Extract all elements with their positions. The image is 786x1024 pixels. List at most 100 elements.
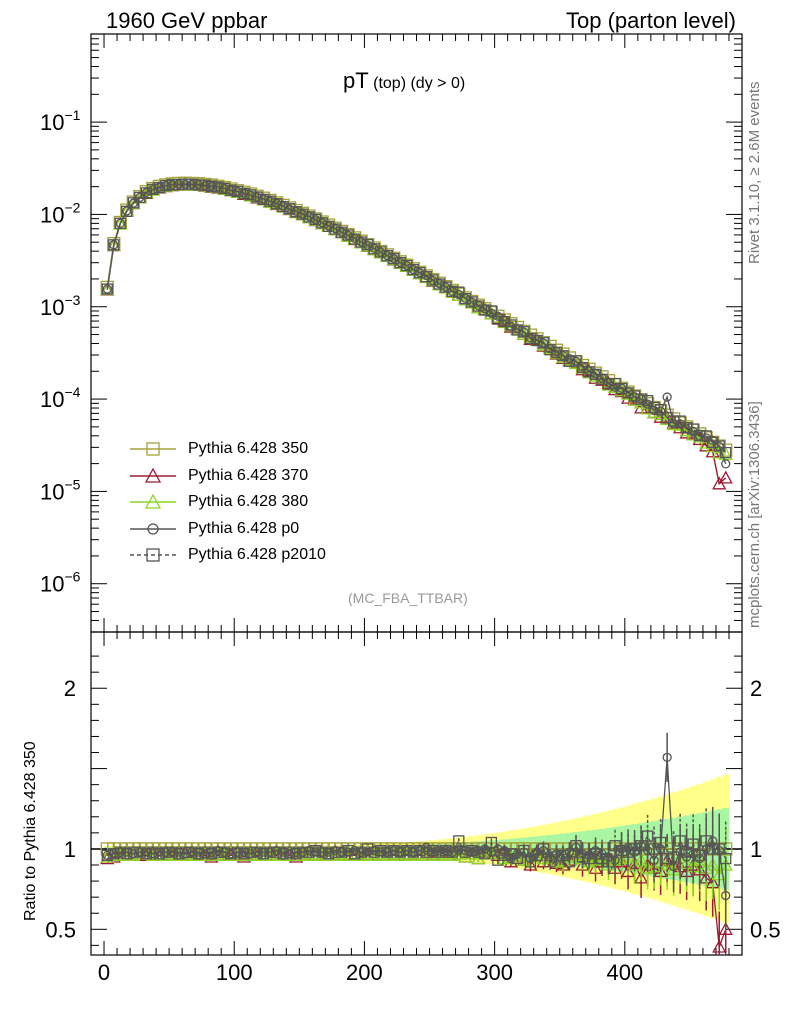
square-marker [635, 393, 647, 405]
square-marker [479, 304, 491, 316]
square-marker [687, 838, 699, 850]
square-marker [433, 846, 445, 858]
square-marker [238, 848, 250, 860]
plot-title: pT (top) (dy > 0) [343, 68, 465, 94]
circle-marker [226, 185, 236, 195]
triangle-marker [620, 864, 636, 878]
square-marker [667, 415, 680, 427]
square-marker [700, 835, 712, 847]
square-marker [720, 852, 732, 865]
y-tick-label: 10−4 [40, 384, 81, 412]
circle-marker [317, 847, 327, 857]
square-marker [492, 313, 504, 325]
circle-marker [167, 847, 178, 857]
rivet-version-label: Rivet 3.1.10, ≥ 2.6M events [746, 81, 763, 265]
triangle-marker [471, 851, 486, 865]
series-line [106, 183, 727, 465]
square-marker [147, 183, 159, 195]
square-marker [186, 846, 198, 858]
square-marker [661, 852, 673, 865]
plot-title-main: pT [343, 68, 369, 93]
square-marker [218, 846, 231, 858]
legend-item: Pythia 6.428 350 [128, 436, 326, 463]
square-marker [466, 844, 478, 857]
circle-marker [115, 847, 125, 857]
square-marker [277, 200, 289, 213]
circle-marker [167, 180, 178, 190]
square-marker [511, 852, 524, 865]
triangle-marker [438, 280, 453, 294]
legend-label: Pythia 6.428 350 [188, 440, 309, 458]
circle-marker [109, 849, 119, 859]
triangle-marker [144, 493, 162, 509]
square-marker [257, 193, 270, 206]
circle-marker [356, 847, 366, 857]
square-marker [537, 337, 550, 349]
square-marker [101, 283, 113, 295]
y-tick-label: 10−6 [40, 569, 81, 597]
circle-marker [115, 218, 125, 228]
circle-marker [402, 845, 412, 856]
square-marker [101, 849, 113, 862]
series-line [107, 850, 727, 948]
square-marker [251, 191, 263, 203]
ratio-panel: 0 100 200 300 400 0.5 0.5 1 1 2 2 [45, 34, 781, 985]
triangle-marker [555, 854, 571, 868]
square-marker [205, 848, 218, 860]
square-marker [557, 849, 569, 862]
legend-label: Pythia 6.428 p0 [188, 519, 300, 537]
legend-label: Pythia 6.428 p2010 [188, 546, 326, 564]
square-marker [290, 206, 302, 218]
circle-marker [232, 847, 243, 857]
triangle-marker [718, 921, 733, 935]
circle-marker [649, 405, 659, 416]
square-marker [303, 846, 315, 858]
square-marker [563, 856, 576, 868]
square-marker [322, 220, 335, 232]
ratio-frame [90, 631, 743, 956]
y-tick-exponent: −6 [64, 569, 80, 585]
triangle-marker [634, 870, 649, 884]
series-line [106, 183, 726, 456]
series-line [106, 182, 727, 451]
square-marker [544, 344, 556, 356]
legend-label: Pythia 6.428 370 [188, 466, 309, 484]
square-marker [160, 180, 172, 192]
square-marker [394, 256, 406, 269]
square-marker [537, 843, 550, 855]
circle-marker [441, 282, 451, 292]
square-marker [335, 226, 348, 238]
square-marker [687, 423, 699, 435]
square-marker [381, 249, 393, 262]
square-marker [264, 846, 276, 858]
square-marker [427, 844, 439, 857]
circle-marker [336, 847, 347, 857]
square-marker [264, 195, 276, 207]
circle-marker [408, 847, 418, 857]
square-marker [648, 401, 660, 414]
square-marker [407, 263, 419, 276]
y-tick-exponent: −1 [64, 107, 80, 123]
triangle-marker [588, 852, 603, 866]
legend-marker [130, 548, 176, 562]
triangle-marker [464, 295, 479, 309]
square-marker [720, 446, 732, 459]
triangle-marker [373, 245, 388, 259]
square-marker [121, 848, 133, 860]
y-tick-label: 2 [64, 676, 76, 701]
y-tick-exponent: −4 [64, 384, 80, 400]
square-marker [694, 429, 706, 442]
square-marker [524, 856, 537, 868]
square-marker [140, 848, 152, 860]
square-marker [375, 246, 387, 258]
square-marker [342, 844, 354, 857]
circle-marker [675, 419, 685, 429]
square-marker [147, 846, 159, 858]
square-marker [433, 278, 445, 290]
square-marker [231, 846, 244, 858]
square-marker [414, 844, 426, 857]
circle-marker [219, 183, 230, 194]
square-marker [375, 844, 387, 857]
square-marker [316, 846, 328, 858]
x-tick-label: 200 [346, 960, 383, 985]
